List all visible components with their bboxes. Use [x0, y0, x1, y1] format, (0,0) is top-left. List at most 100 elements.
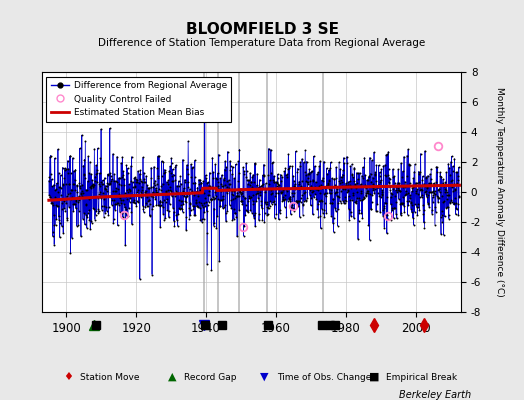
Point	[138, 187, 146, 194]
Point	[359, 194, 368, 201]
Point	[136, 276, 144, 282]
Point	[162, 188, 170, 194]
Point	[307, 183, 315, 189]
Point	[403, 212, 412, 218]
Point	[340, 160, 348, 166]
Point	[81, 221, 89, 228]
Point	[238, 198, 246, 204]
Point	[368, 185, 377, 192]
Point	[363, 190, 371, 196]
Point	[131, 174, 139, 180]
Point	[100, 214, 108, 220]
Point	[152, 202, 160, 208]
Point	[59, 181, 68, 188]
Point	[319, 178, 328, 184]
Point	[178, 198, 187, 204]
Point	[352, 184, 360, 191]
Point	[126, 187, 135, 193]
Point	[121, 242, 129, 249]
Point	[179, 188, 188, 195]
Point	[213, 170, 222, 176]
Point	[256, 192, 264, 198]
Point	[249, 172, 257, 178]
Point	[266, 198, 275, 205]
Point	[407, 198, 415, 205]
Point	[116, 197, 125, 203]
Point	[397, 212, 405, 218]
Point	[313, 200, 322, 207]
Point	[198, 216, 206, 222]
Point	[250, 214, 258, 221]
Point	[163, 191, 172, 198]
Point	[366, 170, 375, 177]
Point	[300, 185, 309, 192]
Point	[440, 198, 448, 204]
Point	[363, 188, 372, 194]
Point	[217, 197, 225, 203]
Point	[300, 197, 308, 204]
Point	[98, 206, 106, 213]
Point	[55, 217, 63, 224]
Text: Time of Obs. Change: Time of Obs. Change	[277, 372, 371, 382]
Point	[369, 181, 377, 187]
Point	[206, 196, 215, 202]
Point	[351, 182, 359, 189]
Point	[312, 179, 320, 185]
Point	[338, 178, 346, 185]
Point	[137, 178, 145, 184]
Point	[331, 190, 340, 196]
Point	[50, 155, 59, 161]
Point	[173, 223, 182, 229]
Point	[295, 186, 303, 192]
Point	[384, 172, 392, 178]
Point	[76, 185, 84, 191]
Point	[421, 175, 430, 181]
Point	[347, 213, 355, 219]
Point	[442, 187, 450, 193]
Point	[182, 166, 191, 173]
Point	[347, 172, 356, 178]
Point	[282, 172, 290, 178]
Point	[134, 187, 142, 193]
Point	[358, 196, 367, 202]
Point	[180, 179, 189, 185]
Point	[52, 215, 61, 222]
Point	[438, 192, 446, 199]
Point	[213, 213, 222, 220]
Point	[143, 202, 151, 209]
Point	[215, 196, 224, 203]
Point	[237, 198, 245, 205]
Point	[159, 210, 167, 217]
Point	[288, 189, 296, 196]
Point	[189, 180, 198, 186]
Point	[70, 201, 79, 208]
Point	[292, 198, 300, 204]
Point	[403, 198, 411, 204]
Point	[147, 175, 156, 181]
Point	[233, 190, 242, 196]
Point	[242, 173, 250, 180]
Point	[320, 214, 329, 220]
Point	[161, 168, 169, 175]
Point	[268, 199, 277, 206]
Point	[328, 200, 336, 206]
Point	[100, 196, 108, 202]
Point	[101, 175, 109, 181]
Point	[419, 202, 427, 208]
Point	[167, 188, 175, 194]
Point	[101, 186, 110, 192]
Point	[86, 159, 94, 165]
Point	[410, 209, 419, 215]
Point	[190, 212, 199, 218]
Point	[293, 169, 302, 176]
Point	[449, 167, 457, 174]
Point	[330, 176, 339, 182]
Point	[272, 186, 280, 192]
Point	[49, 233, 57, 239]
Point	[354, 170, 363, 176]
Point	[145, 185, 154, 191]
Point	[157, 158, 166, 164]
Point	[64, 180, 73, 187]
Point	[189, 206, 198, 212]
Point	[427, 189, 435, 196]
